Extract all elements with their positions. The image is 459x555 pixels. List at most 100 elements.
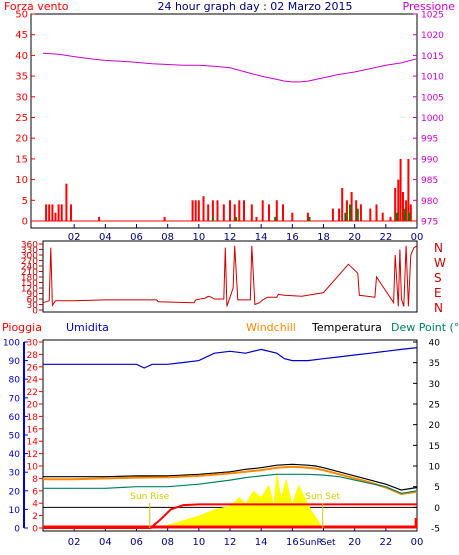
dewpoint-label: Dew Point (°C xyxy=(391,321,459,334)
direction-y-tick-label: 240 xyxy=(21,263,38,273)
wind-bar xyxy=(216,200,219,221)
temp-y-tick-label: 0 xyxy=(434,504,440,514)
rain-y-tick-label: 4 xyxy=(32,500,38,510)
x-tick-label: 22 xyxy=(379,537,392,548)
wind-bar xyxy=(399,158,402,221)
wind-axis-label: Forza vento xyxy=(4,0,69,13)
gust-bar xyxy=(308,216,311,221)
x-tick-label: 22 xyxy=(379,232,392,243)
wind-bar xyxy=(250,204,253,221)
rain-y-tick-label: 12 xyxy=(27,450,38,460)
windchill-line xyxy=(43,465,418,496)
wind-bar xyxy=(261,200,264,221)
x-tick-label: 00 xyxy=(411,232,424,243)
x-tick-label: 04 xyxy=(99,537,112,548)
x-tick-label: 20 xyxy=(348,537,361,548)
direction-y-tick-label: 150 xyxy=(21,279,38,289)
wind-bar xyxy=(341,187,344,221)
wind-bar xyxy=(202,196,205,221)
wind-bar xyxy=(338,208,341,221)
rain-y-tick-label: 22 xyxy=(27,388,38,398)
wind-bar xyxy=(194,200,197,221)
humidity-y-tick-label: 70 xyxy=(9,394,21,404)
chart-title: 24 hour graph day : 02 Marzo 2015 xyxy=(157,0,352,13)
wind-bar xyxy=(282,204,284,221)
wind-bar xyxy=(70,204,72,221)
x-tick-label: 14 xyxy=(255,537,268,548)
direction-y-tick-label: 30 xyxy=(27,301,39,311)
wind-bar xyxy=(350,192,353,221)
temp-y-tick-label: 5 xyxy=(434,483,440,493)
wind-bar xyxy=(191,200,194,221)
wind-y-tick-label: 30 xyxy=(15,92,28,103)
rain-y-tick-label: 0 xyxy=(32,525,38,535)
wind-y-tick-label: 40 xyxy=(15,51,28,62)
wind-bar xyxy=(291,212,294,221)
wind-bar xyxy=(306,212,309,221)
dew-point-line xyxy=(43,473,418,494)
rain-y-tick-label: 14 xyxy=(27,438,39,448)
x-tick-label: 10 xyxy=(192,232,205,243)
wind-bar xyxy=(211,200,214,221)
compass-label: E xyxy=(434,286,442,300)
wind-bar xyxy=(405,200,408,221)
humidity-y-tick-label: 60 xyxy=(9,413,21,423)
temp-y-tick-label: -5 xyxy=(431,525,440,535)
wind-bar xyxy=(275,200,278,221)
gust-bar xyxy=(349,204,351,221)
temp-humidity-rain-panel: Pioggia Umidita Windchill Temperatura De… xyxy=(2,321,459,548)
rain-y-tick-label: 24 xyxy=(27,376,39,386)
rain-y-tick-label: 6 xyxy=(32,487,38,497)
wind-bar xyxy=(389,216,392,221)
direction-y-tick-label: 270 xyxy=(21,257,38,267)
pressure-y-tick-label: 1015 xyxy=(421,52,444,62)
direction-y-tick-label: 210 xyxy=(21,268,38,278)
wind-bar xyxy=(48,204,51,221)
wind-y-tick-label: 15 xyxy=(15,154,28,165)
wind-bar xyxy=(163,216,166,221)
wind-bar xyxy=(57,204,60,221)
rain-y-tick-label: 2 xyxy=(32,512,38,522)
gust-bar xyxy=(408,212,411,221)
wind-bar xyxy=(51,204,54,221)
sunset-tick-label: Set xyxy=(321,538,336,548)
gust-bar xyxy=(211,216,214,221)
direction-y-tick-label: 300 xyxy=(21,252,38,262)
x-tick-label: 16 xyxy=(286,537,299,548)
pressure-line xyxy=(42,52,418,83)
pressure-y-tick-label: 995 xyxy=(421,135,438,145)
wind-bar xyxy=(222,204,225,221)
compass-label: W xyxy=(434,256,446,270)
pressure-y-tick-label: 1020 xyxy=(421,31,444,41)
x-tick-label: 04 xyxy=(99,232,112,243)
gust-bar xyxy=(274,216,277,221)
wind-bar xyxy=(98,216,101,221)
x-tick-label: 20 xyxy=(348,232,361,243)
wind-bar xyxy=(54,212,57,221)
x-tick-label: 18 xyxy=(317,232,330,243)
temperature-label: Temperatura xyxy=(311,321,382,334)
rain-axis-label: Pioggia xyxy=(2,321,42,334)
direction-y-tick-label: 360 xyxy=(21,241,38,251)
direction-y-tick-label: 60 xyxy=(27,296,39,306)
wind-bar xyxy=(397,179,400,221)
pressure-y-tick-label: 980 xyxy=(421,197,438,207)
direction-y-tick-label: 330 xyxy=(21,246,38,256)
wind-bar xyxy=(65,183,68,221)
wind-bar xyxy=(359,204,362,221)
humidity-y-tick-label: 50 xyxy=(9,432,21,442)
x-tick-label: 10 xyxy=(192,537,205,548)
wind-bar xyxy=(345,200,348,221)
gust-bar xyxy=(395,212,398,221)
wind-bar xyxy=(409,204,412,221)
sunrise-label: Sun Rise xyxy=(130,492,169,502)
rain-y-tick-label: 20 xyxy=(27,401,39,411)
wind-bar xyxy=(355,200,358,221)
umidita-line xyxy=(43,347,418,369)
direction-y-tick-label: 180 xyxy=(21,274,38,284)
solar-area xyxy=(150,472,323,528)
x-tick-label: 12 xyxy=(224,537,237,548)
wind-bar xyxy=(381,212,384,221)
